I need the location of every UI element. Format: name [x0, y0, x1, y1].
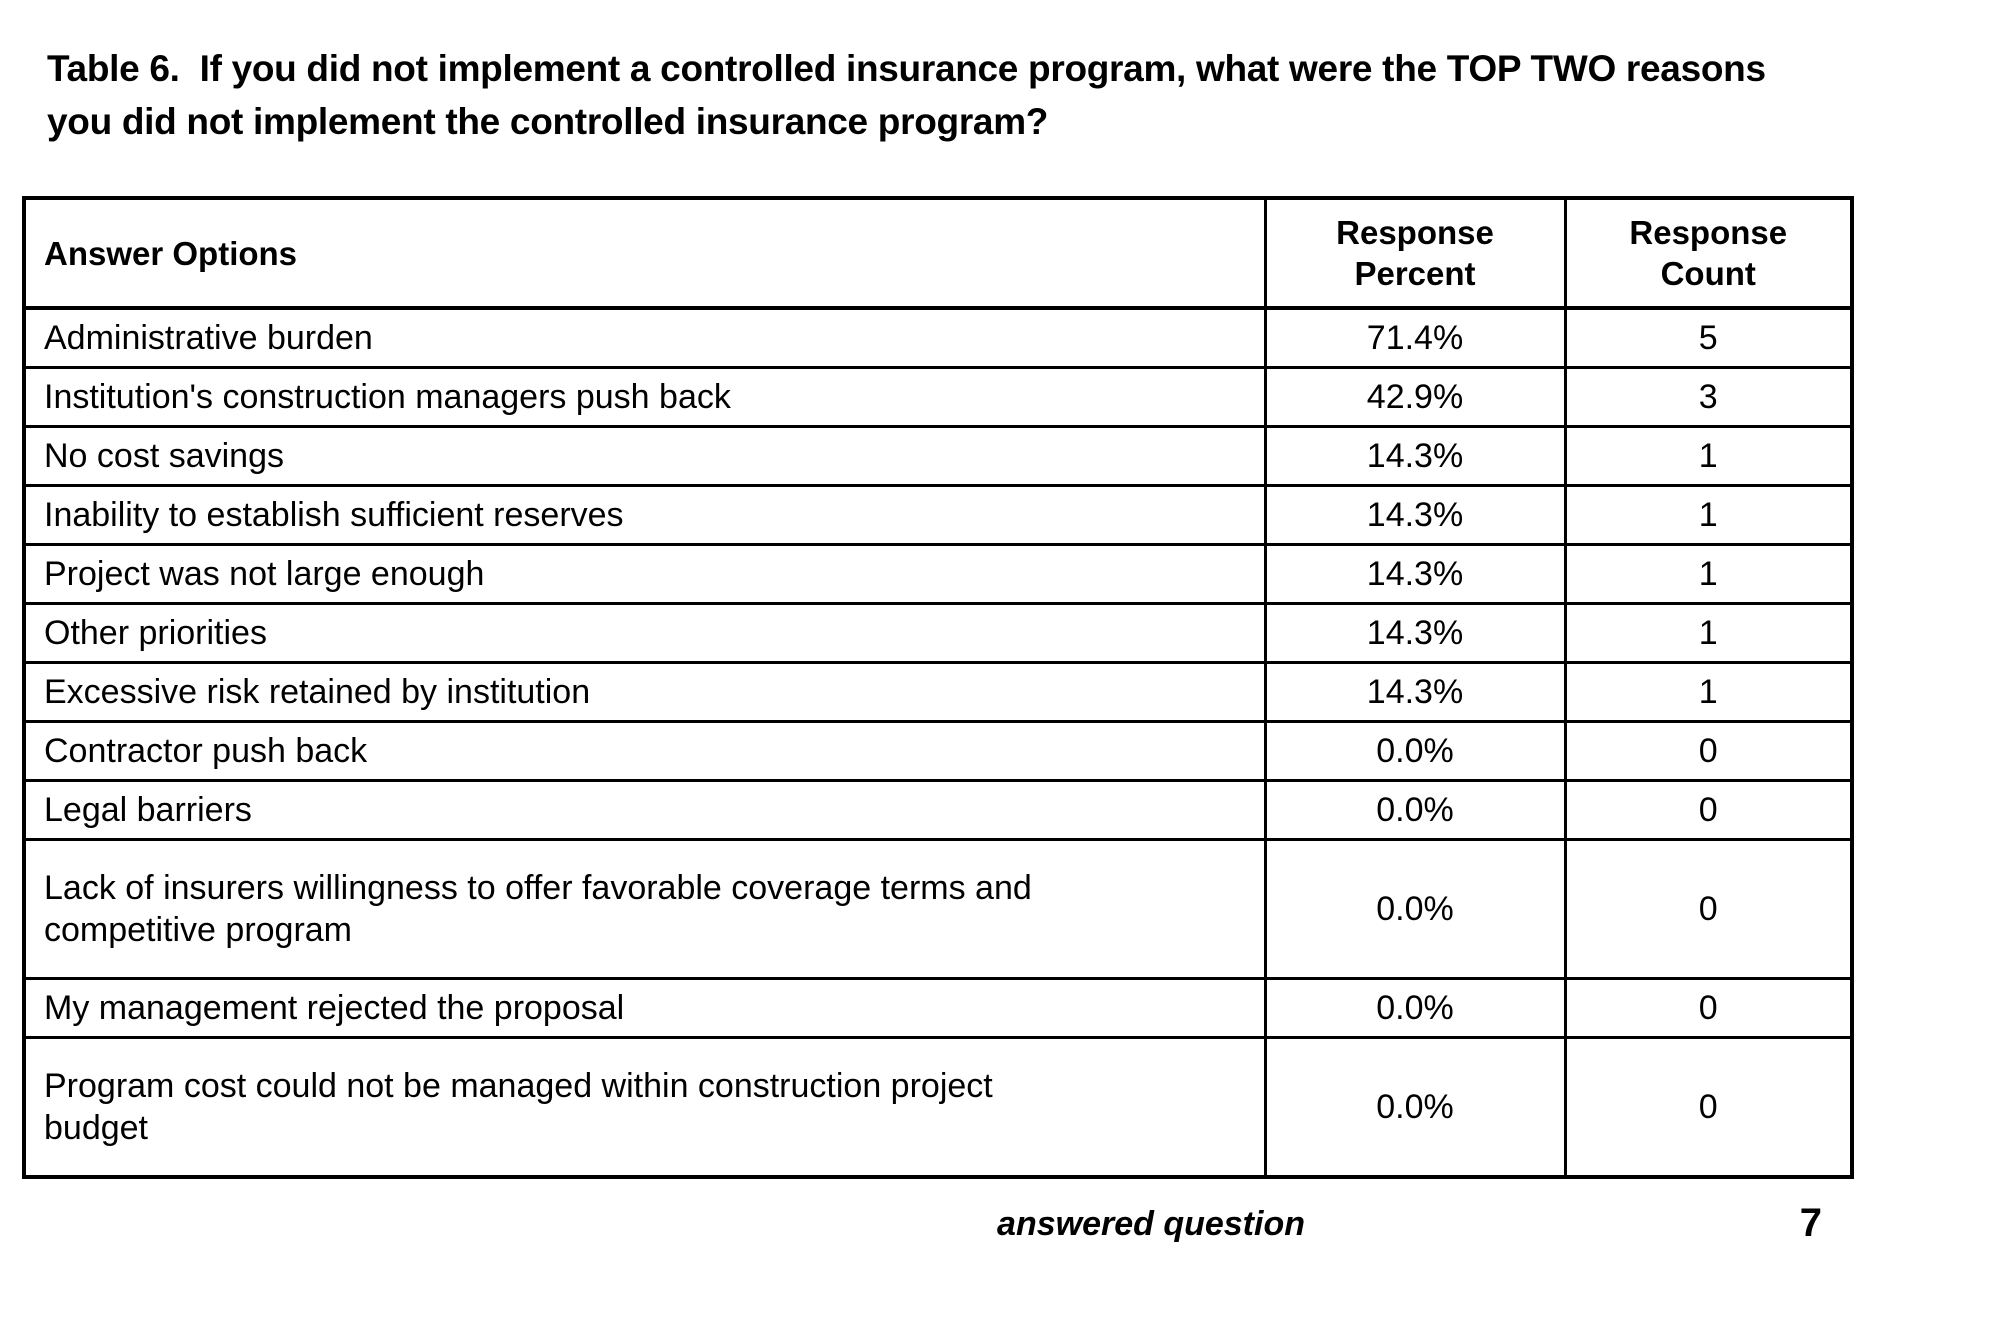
response-count-cell: 1 — [1563, 602, 1854, 664]
response-percent-cell: 0.0% — [1263, 977, 1567, 1039]
header-response-count: Response Count — [1563, 196, 1854, 310]
response-percent-cell: 42.9% — [1263, 366, 1567, 428]
response-percent-cell: 0.0% — [1263, 838, 1567, 980]
response-count-cell: 0 — [1563, 977, 1854, 1039]
response-percent-cell: 14.3% — [1263, 602, 1567, 664]
response-percent-cell: 14.3% — [1263, 425, 1567, 487]
answer-option-cell: Excessive risk retained by institution — [22, 661, 1267, 723]
answer-option-cell: Program cost could not be managed within… — [22, 1036, 1267, 1179]
header-answer-options: Answer Options — [22, 196, 1267, 310]
response-count-cell: 0 — [1563, 720, 1854, 782]
answer-option-cell: Project was not large enough — [22, 543, 1267, 605]
table-title: Table 6. If you did not implement a cont… — [47, 42, 2001, 148]
document-page: Table 6. If you did not implement a cont… — [0, 42, 2001, 1340]
answer-option-cell: Administrative burden — [22, 306, 1267, 369]
response-percent-cell: 0.0% — [1263, 720, 1567, 782]
table-row: Project was not large enough 14.3% 1 — [22, 543, 1854, 605]
table-row: My management rejected the proposal 0.0%… — [22, 977, 1854, 1039]
table-title-line-1: Table 6. If you did not implement a cont… — [47, 48, 1766, 89]
response-count-cell: 5 — [1563, 306, 1854, 369]
response-percent-cell: 14.3% — [1263, 484, 1567, 546]
survey-results-table: Answer Options Response Percent Response… — [22, 196, 1854, 1179]
answer-option-cell: No cost savings — [22, 425, 1267, 487]
response-count-cell: 0 — [1563, 1036, 1854, 1179]
answer-option-cell: Other priorities — [22, 602, 1267, 664]
answer-option-cell: Inability to establish sufficient reserv… — [22, 484, 1267, 546]
answered-question-label: answered question — [997, 1205, 1305, 1243]
response-count-cell: 1 — [1563, 661, 1854, 723]
response-count-cell: 1 — [1563, 543, 1854, 605]
answer-option-cell: Institution's construction managers push… — [22, 366, 1267, 428]
table-row: Lack of insurers willingness to offer fa… — [22, 838, 1854, 980]
answered-question-count: 7 — [1799, 1201, 1822, 1245]
table-row: Contractor push back 0.0% 0 — [22, 720, 1854, 782]
response-percent-cell: 71.4% — [1263, 306, 1567, 369]
answer-option-cell: Contractor push back — [22, 720, 1267, 782]
response-percent-cell: 14.3% — [1263, 661, 1567, 723]
table-row: Other priorities 14.3% 1 — [22, 602, 1854, 664]
answered-question-row: answered question 7 — [22, 1197, 1850, 1259]
response-percent-cell: 0.0% — [1263, 1036, 1567, 1179]
table-row: Legal barriers 0.0% 0 — [22, 779, 1854, 841]
response-percent-cell: 14.3% — [1263, 543, 1567, 605]
response-count-cell: 0 — [1563, 838, 1854, 980]
header-response-percent: Response Percent — [1263, 196, 1567, 310]
response-percent-cell: 0.0% — [1263, 779, 1567, 841]
table-row: Excessive risk retained by institution 1… — [22, 661, 1854, 723]
answer-option-cell: My management rejected the proposal — [22, 977, 1267, 1039]
answer-option-cell: Legal barriers — [22, 779, 1267, 841]
response-count-cell: 1 — [1563, 425, 1854, 487]
response-count-cell: 1 — [1563, 484, 1854, 546]
answer-option-cell: Lack of insurers willingness to offer fa… — [22, 838, 1267, 980]
table-row: No cost savings 14.3% 1 — [22, 425, 1854, 487]
table-row: Institution's construction managers push… — [22, 366, 1854, 428]
response-count-cell: 3 — [1563, 366, 1854, 428]
table-row: Administrative burden 71.4% 5 — [22, 306, 1854, 369]
table-row: Inability to establish sufficient reserv… — [22, 484, 1854, 546]
table-title-line-2: you did not implement the controlled ins… — [47, 101, 1049, 142]
response-count-cell: 0 — [1563, 779, 1854, 841]
header-row: Answer Options Response Percent Response… — [22, 196, 1854, 310]
table-row: Program cost could not be managed within… — [22, 1036, 1854, 1179]
